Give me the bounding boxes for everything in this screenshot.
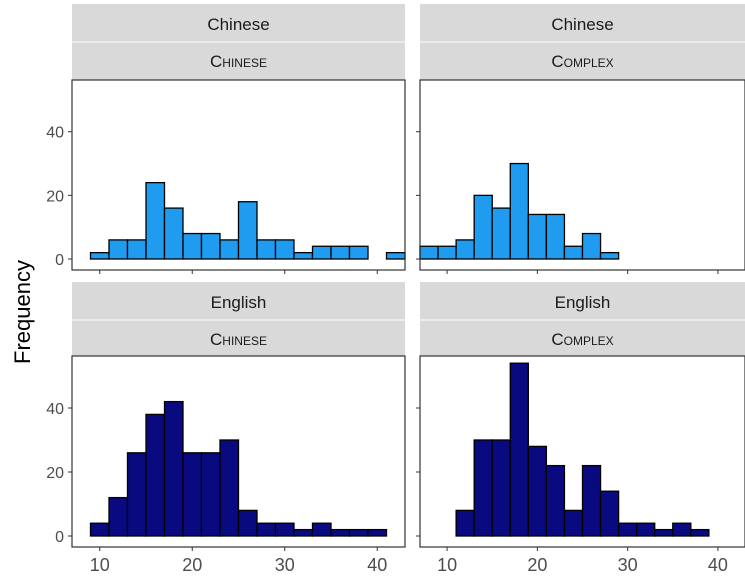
histogram-bar <box>473 439 493 537</box>
histogram-bar <box>690 528 710 537</box>
histogram-bar <box>491 439 511 537</box>
panel-border <box>71 79 406 271</box>
histogram-bar <box>545 213 566 260</box>
histogram-bar <box>672 522 692 537</box>
histogram-bar <box>126 239 147 260</box>
histogram-bar <box>455 239 475 260</box>
strip-background <box>72 282 405 356</box>
x-tick-label: 40 <box>708 555 728 575</box>
histogram-bar <box>617 522 638 537</box>
histogram-bar <box>293 251 314 260</box>
strip-label-condition: Chinese <box>210 52 267 71</box>
x-tick-label: 10 <box>90 555 110 575</box>
y-tick-label: 40 <box>46 125 64 142</box>
y-tick-label: 0 <box>55 529 64 546</box>
histogram-bar <box>200 452 221 537</box>
histogram-bar <box>527 445 548 537</box>
x-tick-label: 10 <box>437 555 457 575</box>
y-tick-label: 20 <box>46 188 64 205</box>
histogram-bar <box>256 239 277 260</box>
facet-panel: English Complex 10 20 30 40 <box>416 282 745 575</box>
y-axis-title: Frequency <box>10 260 35 364</box>
histogram-bar <box>455 509 475 537</box>
panel-border <box>419 355 745 548</box>
panel-border <box>419 79 745 271</box>
x-tick-label: 30 <box>618 555 638 575</box>
histogram-bar <box>599 251 620 260</box>
x-tick-label: 30 <box>275 555 295 575</box>
facet-panel: Chinese Chinese 0 20 40 <box>46 4 406 274</box>
histogram-bar <box>145 413 166 537</box>
histogram-bar <box>385 251 406 260</box>
histogram-bar <box>219 239 240 260</box>
histogram-bar <box>509 362 529 537</box>
histogram-bar <box>293 528 314 537</box>
histogram-bar <box>237 509 258 537</box>
histogram-bar <box>108 239 129 260</box>
histogram-bar <box>274 522 295 537</box>
histogram-bar <box>563 509 584 537</box>
facet-panel: English Chinese 0 20 40 10 20 30 40 <box>46 282 406 575</box>
x-tick-label: 20 <box>527 555 547 575</box>
histogram-bar <box>182 452 203 537</box>
histogram-bar <box>654 528 674 537</box>
histogram-bar <box>237 201 258 260</box>
strip-label-language: English <box>211 293 267 312</box>
histogram-bar <box>581 464 602 537</box>
histogram-bar <box>330 245 351 260</box>
strip-label-condition: Complex <box>551 330 613 349</box>
strip-background <box>420 282 745 356</box>
histogram-bar <box>330 528 351 537</box>
strip-label-condition: Complex <box>551 52 613 71</box>
histogram-bar <box>311 522 332 537</box>
histogram-bar <box>163 400 184 537</box>
histogram-bar <box>89 522 110 537</box>
histogram-bar <box>509 162 529 260</box>
histogram-bar <box>491 207 511 260</box>
histogram-bar <box>581 232 602 260</box>
histogram-bar <box>145 181 166 260</box>
panel-border <box>71 355 406 548</box>
histogram-bar <box>348 245 369 260</box>
facet-panel: Chinese Complex <box>416 4 745 274</box>
x-tick-label: 40 <box>367 555 387 575</box>
histogram-bar <box>419 245 439 260</box>
strip-label-condition: Chinese <box>210 330 267 349</box>
histogram-bar <box>348 528 369 537</box>
histogram-bar <box>367 528 388 537</box>
histogram-bar <box>563 245 584 260</box>
histogram-bar <box>437 245 457 260</box>
strip-label-language: English <box>555 293 611 312</box>
histogram-bar <box>89 251 110 260</box>
histogram-bar <box>636 522 656 537</box>
y-tick-label: 0 <box>55 252 64 269</box>
histogram-bar <box>182 232 203 260</box>
histogram-bar <box>108 496 129 537</box>
strip-label-language: Chinese <box>207 15 269 34</box>
histogram-bar <box>311 245 332 260</box>
strip-label-language: Chinese <box>551 15 613 34</box>
histogram-bar <box>126 452 147 537</box>
histogram-bar <box>545 464 566 537</box>
histogram-bar <box>599 490 620 537</box>
histogram-bar <box>200 232 221 260</box>
histogram-bar <box>274 239 295 260</box>
x-tick-label: 20 <box>182 555 202 575</box>
histogram-bar <box>473 194 493 260</box>
histogram-bar <box>256 522 277 537</box>
histogram-bar <box>219 439 240 537</box>
histogram-bar <box>163 207 184 260</box>
histogram-bar <box>527 213 548 260</box>
y-tick-label: 20 <box>46 465 64 482</box>
y-tick-label: 40 <box>46 401 64 418</box>
